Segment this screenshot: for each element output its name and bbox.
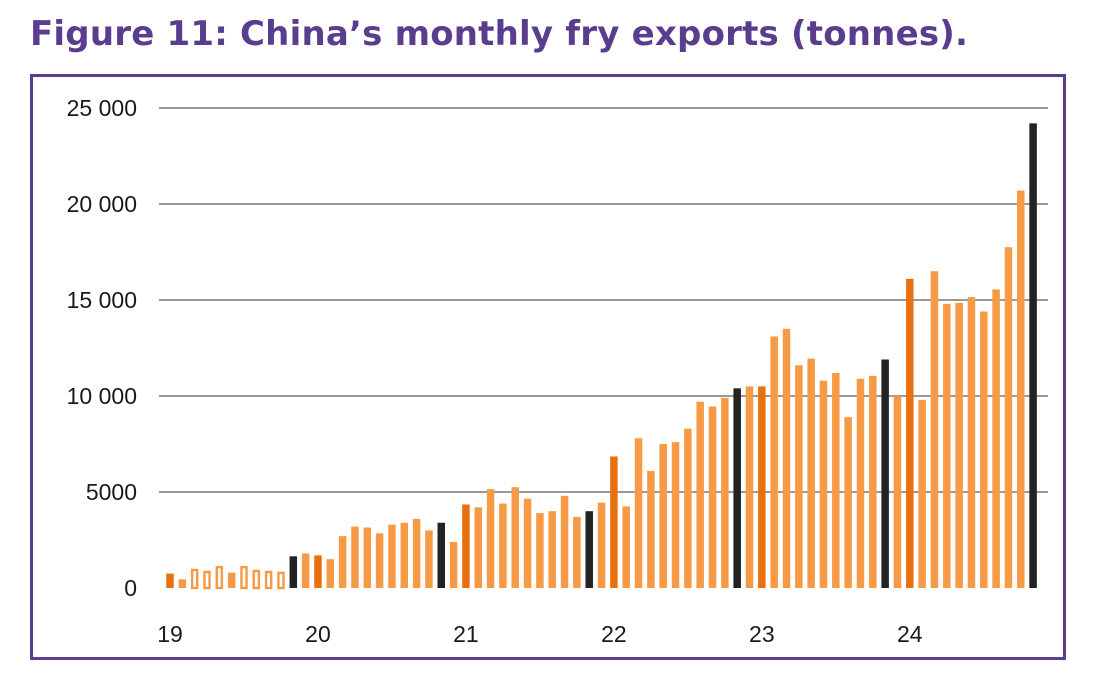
bar xyxy=(548,511,556,588)
bar xyxy=(1004,247,1013,588)
bar xyxy=(869,375,877,588)
bar xyxy=(721,397,729,588)
bar xyxy=(992,289,1000,588)
bar xyxy=(462,504,470,588)
bar xyxy=(437,522,446,588)
bar xyxy=(203,570,211,590)
x-tick-label: 20 xyxy=(305,621,331,647)
bar xyxy=(425,530,433,588)
bar xyxy=(832,372,840,588)
bar xyxy=(375,533,384,588)
bar xyxy=(264,570,273,590)
bar xyxy=(326,559,335,588)
x-tick-label: 21 xyxy=(453,621,479,647)
bar xyxy=(610,456,618,588)
bar xyxy=(351,526,359,588)
bar xyxy=(930,271,939,588)
bar xyxy=(795,365,803,588)
bar xyxy=(486,489,495,588)
bar xyxy=(560,495,569,588)
y-tick-label: 5000 xyxy=(86,479,137,505)
bar xyxy=(400,522,409,588)
bar xyxy=(634,438,643,588)
y-tick-label: 0 xyxy=(124,575,137,601)
bar xyxy=(844,417,852,588)
bar xyxy=(918,399,926,588)
bar xyxy=(166,573,174,588)
bars xyxy=(166,123,1037,590)
bar xyxy=(758,386,766,588)
bar xyxy=(277,571,285,590)
x-tick-label: 19 xyxy=(157,621,183,647)
y-tick-label: 10 000 xyxy=(67,383,137,409)
y-tick-label: 25 000 xyxy=(67,95,137,121)
x-tick-label: 22 xyxy=(601,621,627,647)
bar xyxy=(301,553,310,588)
bar xyxy=(474,507,482,588)
bar xyxy=(708,406,717,588)
bar xyxy=(733,388,741,588)
bar xyxy=(388,524,396,588)
bar xyxy=(1017,190,1025,588)
bar xyxy=(684,428,692,588)
bar xyxy=(412,518,421,588)
bar xyxy=(622,506,630,588)
bar xyxy=(1029,123,1037,589)
bar-chart: 0 5000 10 000 15 000 20 000 25 000 19 20 21 22 23… xyxy=(67,95,1048,647)
bar xyxy=(338,536,347,588)
bar xyxy=(856,378,865,588)
bar xyxy=(659,444,667,588)
bar xyxy=(696,401,704,588)
x-axis-labels: 19 20 21 22 23 24 xyxy=(157,621,923,647)
x-tick-label: 24 xyxy=(897,621,923,647)
bar xyxy=(893,396,902,588)
bar xyxy=(240,565,248,590)
bar xyxy=(523,498,532,588)
y-axis-labels: 0 5000 10 000 15 000 20 000 25 000 xyxy=(67,95,137,601)
bar xyxy=(955,302,963,588)
bar xyxy=(227,572,236,588)
bar xyxy=(597,502,606,588)
chart-title: Figure 11: China’s monthly fry exports (… xyxy=(30,14,969,54)
bar xyxy=(967,297,976,588)
bar xyxy=(671,442,680,588)
bar xyxy=(215,565,224,590)
bar xyxy=(745,386,754,588)
bar xyxy=(511,487,519,588)
y-tick-label: 15 000 xyxy=(67,287,137,313)
bar xyxy=(770,336,778,588)
bar xyxy=(782,328,791,588)
bar xyxy=(252,569,261,590)
bar xyxy=(980,311,988,588)
bar xyxy=(881,359,889,588)
bar xyxy=(363,527,372,588)
bar xyxy=(499,503,507,588)
bar xyxy=(585,511,593,588)
bar xyxy=(536,513,544,588)
bar xyxy=(573,516,581,588)
bar xyxy=(807,358,815,588)
bar xyxy=(178,579,187,588)
bar xyxy=(906,278,914,588)
bar xyxy=(943,303,951,588)
bar xyxy=(314,555,322,588)
bar xyxy=(190,568,199,590)
y-tick-label: 20 000 xyxy=(67,191,137,217)
bar xyxy=(647,470,655,588)
bar xyxy=(289,556,298,588)
bar xyxy=(449,541,458,588)
x-tick-label: 23 xyxy=(749,621,775,647)
gridlines xyxy=(159,107,1048,493)
bar xyxy=(819,380,828,588)
chart-frame: 0 5000 10 000 15 000 20 000 25 000 19 20 21 22 23… xyxy=(30,74,1066,660)
